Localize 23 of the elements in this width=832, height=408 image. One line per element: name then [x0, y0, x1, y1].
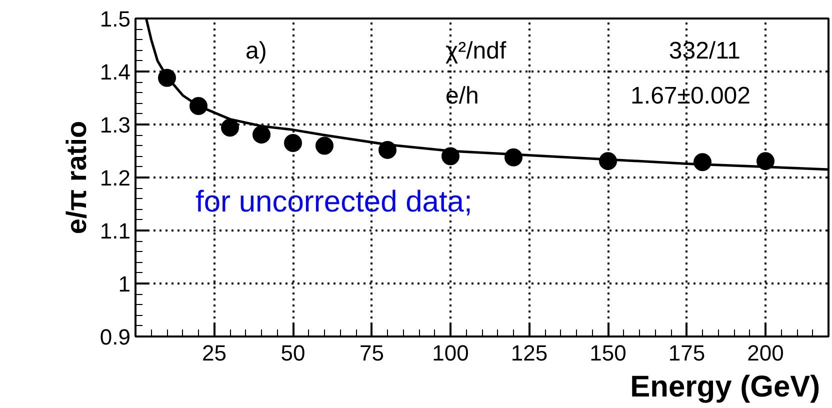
annotation: a) [246, 38, 267, 64]
x-tick-label: 75 [360, 340, 384, 366]
y-tick-label: 1.5 [100, 6, 131, 32]
y-tick-label: 1.1 [100, 218, 131, 244]
x-tick-label: 150 [590, 340, 626, 366]
annotation: 332/11 [668, 38, 740, 64]
y-axis-title: e/π ratio [60, 120, 92, 234]
x-tick-label: 175 [668, 340, 706, 366]
annotation: χ²/ndf [446, 38, 506, 64]
x-tick-label: 25 [202, 340, 226, 366]
annotation: 1.67±0.002 [630, 82, 751, 110]
x-axis-title: Energy (GeV) [630, 370, 820, 404]
x-tick-label: 200 [747, 340, 784, 366]
x-tick-label: 50 [280, 340, 306, 366]
annotation: for uncorrected data; [196, 186, 472, 218]
y-tick-label: 1.4 [100, 60, 131, 84]
y-tick-label: 0.9 [100, 324, 131, 350]
y-tick-label: 1 [118, 272, 131, 296]
x-tick-label: 100 [432, 340, 469, 366]
y-tick-label: 1.3 [100, 112, 131, 138]
y-tick-label: 1.2 [100, 166, 131, 190]
x-tick-label: 125 [510, 340, 548, 366]
annotation: e/h [446, 82, 479, 110]
